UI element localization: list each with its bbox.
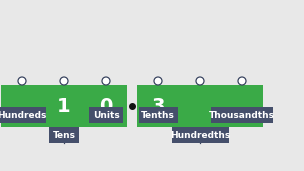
- Text: Tens: Tens: [53, 130, 75, 140]
- Bar: [49, 127, 79, 143]
- Bar: [137, 85, 179, 127]
- Bar: [89, 107, 123, 123]
- Bar: [221, 85, 263, 127]
- Text: Units: Units: [93, 110, 119, 120]
- Circle shape: [102, 77, 110, 85]
- Circle shape: [196, 77, 204, 85]
- Circle shape: [154, 77, 162, 85]
- Bar: [85, 85, 127, 127]
- Circle shape: [238, 77, 246, 85]
- Bar: [139, 107, 178, 123]
- Text: 1: 1: [57, 96, 71, 115]
- Bar: [171, 127, 229, 143]
- Text: Hundreds: Hundreds: [0, 110, 47, 120]
- Bar: [0, 107, 46, 123]
- Bar: [211, 107, 273, 123]
- Text: Thousandths: Thousandths: [209, 110, 275, 120]
- Bar: [179, 85, 221, 127]
- Text: Hundredths: Hundredths: [170, 130, 230, 140]
- Text: Tenths: Tenths: [141, 110, 175, 120]
- Text: 0: 0: [99, 96, 113, 115]
- Circle shape: [60, 77, 68, 85]
- Bar: [1, 85, 43, 127]
- Bar: [43, 85, 85, 127]
- Circle shape: [18, 77, 26, 85]
- Text: 3: 3: [151, 96, 165, 115]
